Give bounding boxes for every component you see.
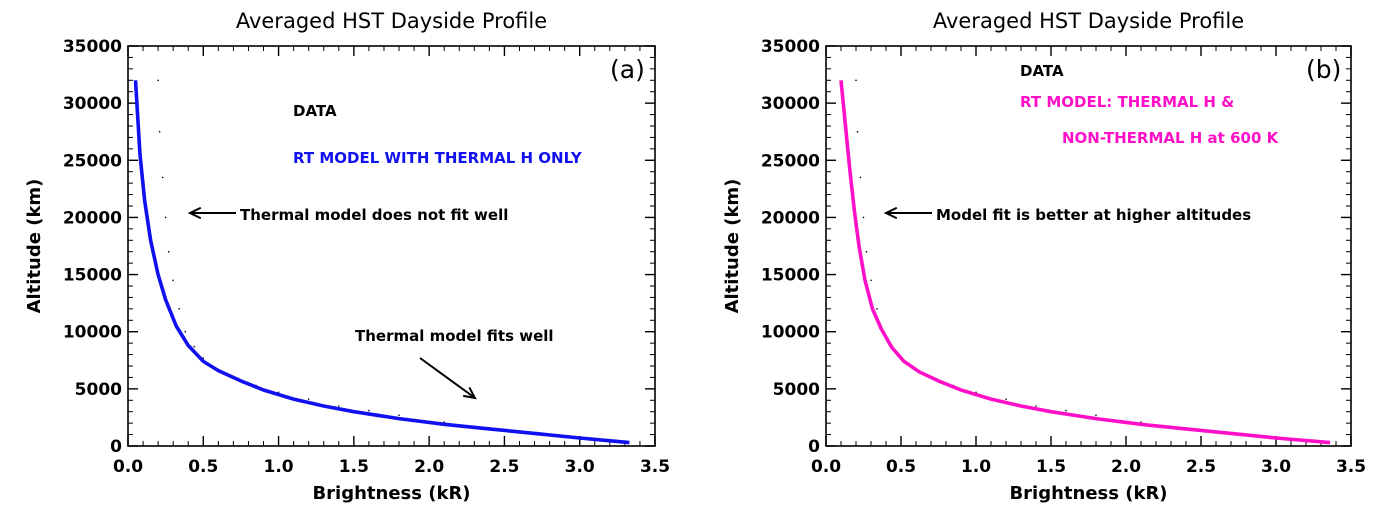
y-tick-label: 15000 — [63, 266, 122, 286]
chart-panel-b: Averaged HST Dayside Profile 0.0 0.5 1.0 1.5… — [722, 9, 1366, 504]
data-point — [193, 345, 196, 348]
x-tick-label: 2.5 — [1186, 457, 1216, 477]
x-axis-label: Brightness (kR) — [1009, 483, 1167, 504]
model-curve — [839, 80, 1331, 445]
annotation-arrow — [419, 357, 476, 399]
y-axis-label: Altitude (km) — [24, 179, 45, 314]
x-tick-label: 0.0 — [811, 457, 841, 477]
data-point — [167, 250, 170, 253]
data-point — [157, 79, 159, 82]
data-point — [443, 421, 446, 423]
chart-title: Averaged HST Dayside Profile — [236, 9, 547, 33]
legend-label: DATA — [1020, 62, 1064, 80]
y-tick-label: 25000 — [761, 151, 820, 171]
data-point — [1005, 398, 1007, 400]
x-tick-label: 1.5 — [339, 457, 369, 477]
y-tick-label: 5000 — [75, 380, 122, 400]
plot-frame — [127, 45, 656, 447]
y-tick-label: 10000 — [63, 323, 122, 343]
x-tick-label: 2.0 — [1111, 457, 1141, 477]
y-tick-label: 30000 — [63, 94, 122, 114]
model-curve — [133, 80, 630, 445]
legend-label: RT MODEL WITH THERMAL H ONLY — [293, 149, 583, 167]
data-point — [338, 405, 340, 407]
data-point — [184, 330, 187, 333]
y-tick-label: 35000 — [761, 37, 820, 57]
y-tick-label: 20000 — [761, 208, 820, 228]
data-point — [1140, 421, 1142, 423]
data-point — [158, 130, 161, 133]
y-axis-label: Altitude (km) — [722, 179, 743, 314]
x-tick-label: 0.5 — [188, 457, 218, 477]
data-point — [172, 279, 174, 282]
annotation-text: Model fit is better at higher altitudes — [936, 206, 1251, 224]
data-point — [859, 176, 862, 179]
x-axis-label: Brightness (kR) — [312, 483, 470, 504]
legend-label: NON-THERMAL H at 600 K — [1062, 129, 1280, 147]
x-tick-label: 0.5 — [886, 457, 916, 477]
y-tick-label: 25000 — [63, 151, 122, 171]
data-point — [855, 79, 857, 82]
y-tick-label: 35000 — [63, 37, 122, 57]
x-tick-label: 3.5 — [1336, 457, 1366, 477]
x-tick-label: 0.0 — [113, 457, 143, 477]
x-tick-label: 1.5 — [1036, 457, 1066, 477]
panel-letter: (a) — [610, 55, 645, 84]
y-tick-label: 20000 — [63, 208, 122, 228]
x-tick-label: 2.5 — [489, 457, 519, 477]
data-point — [164, 216, 167, 219]
y-tick-label: 0 — [110, 437, 122, 457]
legend-label: DATA — [293, 102, 337, 120]
arrow-head — [187, 206, 202, 220]
data-point — [862, 216, 865, 219]
annotation-text: Thermal model does not fit well — [240, 206, 508, 224]
data-point — [870, 279, 872, 282]
chart-title: Averaged HST Dayside Profile — [933, 9, 1244, 33]
x-tick-label: 2.0 — [414, 457, 444, 477]
data-point — [865, 250, 868, 253]
data-point — [856, 130, 859, 133]
data-point — [1035, 405, 1037, 407]
data-point — [398, 414, 400, 416]
y-tick-label: 5000 — [773, 380, 820, 400]
x-tick-label: 1.0 — [961, 457, 991, 477]
legend-label: RT MODEL: THERMAL H & — [1020, 93, 1234, 111]
x-tick-label: 3.5 — [640, 457, 670, 477]
x-tick-label: 1.0 — [264, 457, 294, 477]
arrow-head — [883, 206, 898, 220]
data-point — [368, 409, 370, 412]
x-tick-label: 3.0 — [1261, 457, 1291, 477]
panel-letter: (b) — [1306, 55, 1341, 84]
data-point — [161, 176, 164, 179]
y-tick-label: 0 — [808, 437, 820, 457]
y-tick-label: 10000 — [761, 323, 820, 343]
y-tick-label: 30000 — [761, 94, 820, 114]
data-point — [1095, 414, 1097, 416]
chart-panel-a: Averaged HST Dayside Profile 0.0 0.5 1.0 1.5… — [24, 9, 670, 504]
annotation-text: Thermal model fits well — [355, 327, 554, 345]
data-point — [307, 398, 310, 400]
data-point — [178, 308, 180, 310]
data-point — [1065, 409, 1067, 412]
arrow-head — [463, 386, 477, 400]
data-point — [876, 308, 878, 310]
y-tick-label: 15000 — [761, 266, 820, 286]
x-tick-label: 3.0 — [565, 457, 595, 477]
plot-frame — [825, 45, 1352, 447]
